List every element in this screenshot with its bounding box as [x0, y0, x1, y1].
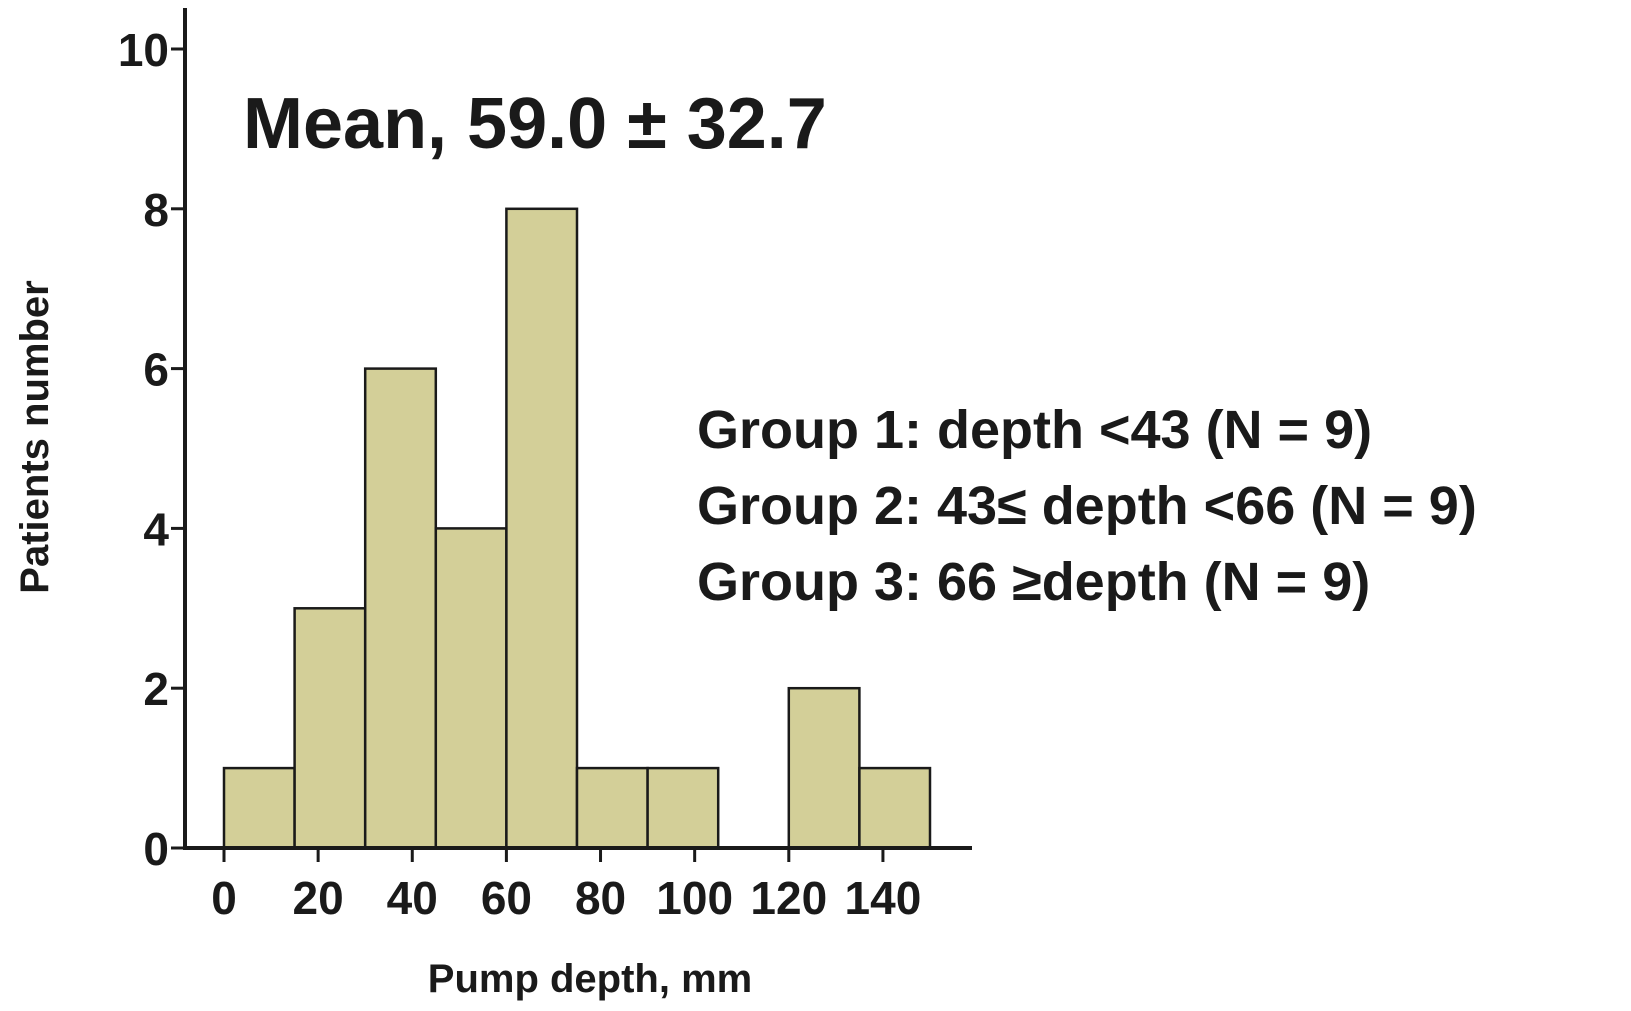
- y-tick-label: 4: [143, 503, 169, 555]
- group-1-annotation: Group 1: depth <43 (N = 9): [697, 400, 1372, 460]
- y-tick-label: 8: [143, 184, 169, 236]
- x-tick-label: 120: [750, 872, 827, 924]
- x-tick-label: 80: [575, 872, 626, 924]
- histogram-bar: [365, 369, 436, 848]
- x-tick-label: 60: [481, 872, 532, 924]
- histogram-bar: [577, 768, 648, 848]
- mean-annotation: Mean, 59.0 ± 32.7: [243, 84, 827, 164]
- histogram-bar: [506, 209, 577, 848]
- y-axis-title: Patients number: [13, 280, 57, 593]
- y-ticks-group: 0 2 4 6 8 10: [118, 24, 185, 875]
- histogram-bar: [648, 768, 719, 848]
- histogram-bar: [295, 608, 366, 848]
- group-2-annotation: Group 2: 43≤ depth <66 (N = 9): [697, 476, 1477, 536]
- y-tick-label: 2: [143, 663, 169, 715]
- x-tick-label: 40: [387, 872, 438, 924]
- x-tick-label: 100: [656, 872, 733, 924]
- histogram-bar: [436, 528, 507, 848]
- x-tick-label: 0: [211, 872, 237, 924]
- x-ticks-group: 0 20 40 60 80 100 120 140: [211, 848, 921, 924]
- y-tick-label: 6: [143, 344, 169, 396]
- x-tick-label: 20: [293, 872, 344, 924]
- y-tick-label: 0: [143, 823, 169, 875]
- histogram-bar: [859, 768, 930, 848]
- histogram-bar: [789, 688, 860, 848]
- y-tick-label: 10: [118, 24, 169, 76]
- histogram-bar: [224, 768, 295, 848]
- x-tick-label: 140: [845, 872, 922, 924]
- group-3-annotation: Group 3: 66 ≥depth (N = 9): [697, 552, 1370, 612]
- x-axis-title: Pump depth, mm: [428, 957, 752, 1001]
